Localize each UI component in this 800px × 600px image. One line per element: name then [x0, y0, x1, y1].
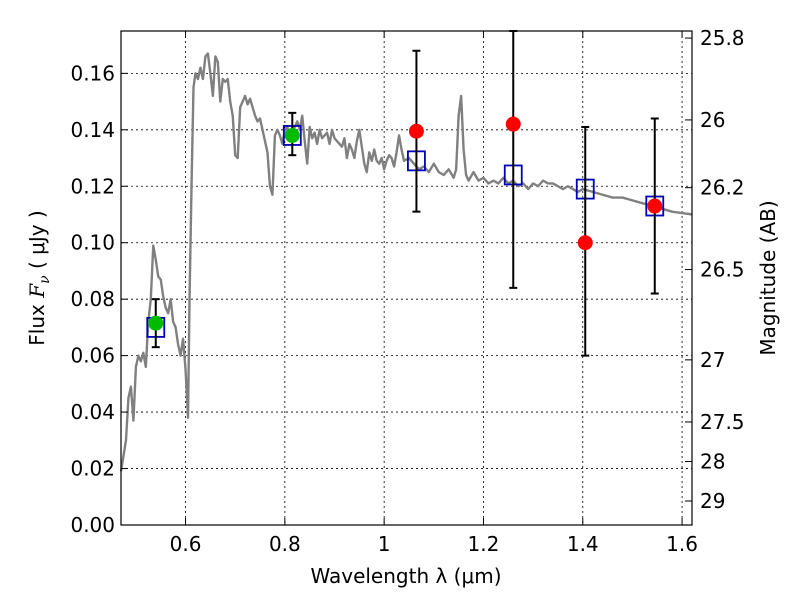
x-tick-label: 1 — [378, 532, 391, 556]
x-tick-label: 1.6 — [666, 532, 698, 556]
observed-point — [284, 127, 300, 143]
ticks — [121, 31, 692, 526]
y-tick-label: 0.16 — [70, 61, 115, 85]
observed-point — [148, 315, 164, 331]
x-tick-label: 0.6 — [170, 532, 202, 556]
x-tick-labels: 0.6 0.8 1 1.2 1.4 1.6 — [170, 532, 698, 556]
observed-point — [577, 235, 593, 251]
y-tick-label: 0.06 — [70, 344, 115, 368]
y-tick-label: 0.00 — [70, 513, 115, 537]
y-tick-label: 0.02 — [70, 457, 115, 481]
right-axis-title: Magnitude (AB) — [756, 200, 780, 355]
plot-frame — [120, 30, 693, 526]
x-tick-label: 1.4 — [567, 532, 599, 556]
y-axis-title-subscript: ν — [37, 275, 53, 284]
y-tick-label: 0.10 — [70, 231, 115, 255]
observed-points-layer — [148, 116, 663, 331]
right-tick-label: 27 — [700, 348, 725, 372]
y-axis-title-unit: ( μJy ) — [25, 210, 49, 275]
y-tick-label: 0.04 — [70, 400, 115, 424]
right-tick-label: 26.2 — [700, 176, 745, 200]
spectrum-line — [119, 52, 693, 472]
y-tick-labels: 0.00 0.02 0.04 0.06 0.08 0.10 0.12 0.14 0.16 — [70, 61, 115, 537]
observed-point — [408, 123, 424, 139]
x-tick-label: 1.2 — [468, 532, 500, 556]
right-tick-label: 29 — [700, 489, 725, 513]
y-tick-label: 0.12 — [70, 174, 115, 198]
y-axis-title-prefix: Flux — [25, 298, 49, 346]
y-tick-label: 0.14 — [70, 118, 115, 142]
x-tick-label: 0.8 — [269, 532, 301, 556]
y-tick-label: 0.08 — [70, 287, 115, 311]
grid — [121, 31, 692, 525]
right-tick-label: 27.5 — [700, 410, 745, 434]
y-axis-title: Flux Fν ( μJy ) — [25, 210, 53, 345]
spectrum-layer — [119, 52, 693, 472]
y-axis-title-symbol: F — [25, 283, 49, 299]
right-tick-labels: 25.8 26 26.2 26.5 27 27.5 28 29 — [700, 26, 745, 513]
right-tick-label: 25.8 — [700, 26, 745, 50]
right-tick-label: 28 — [700, 449, 725, 473]
right-tick-label: 26 — [700, 108, 725, 132]
observed-point — [647, 198, 663, 214]
observed-point — [505, 116, 521, 132]
right-tick-label: 26.5 — [700, 258, 745, 282]
x-axis-title: Wavelength λ (μm) — [310, 564, 501, 588]
